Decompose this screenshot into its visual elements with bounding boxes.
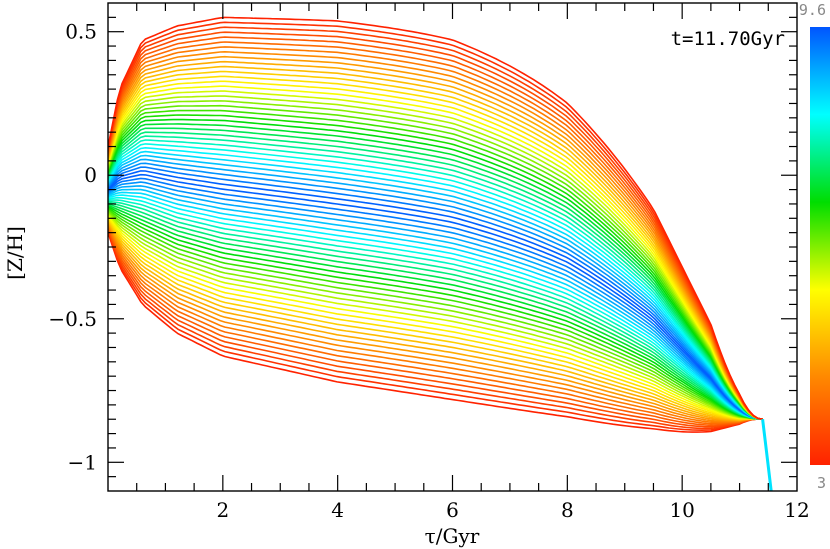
colorbar-max-label: 9.6	[799, 1, 826, 19]
track-line	[108, 26, 763, 420]
track-line	[108, 60, 763, 420]
track-line	[108, 104, 763, 420]
colorbar	[810, 27, 830, 465]
track-line	[108, 170, 763, 420]
track-line	[108, 194, 763, 420]
track-line	[108, 100, 763, 420]
track-line	[108, 200, 763, 420]
track-line	[108, 21, 763, 420]
track-line	[108, 46, 763, 420]
track-line	[108, 173, 763, 420]
track-line	[108, 207, 763, 420]
track-line	[108, 214, 763, 420]
track-line	[108, 205, 763, 420]
y-tick-label: −0.5	[48, 307, 97, 331]
track-line	[108, 224, 763, 424]
track-line	[108, 150, 763, 420]
track-line	[108, 228, 763, 428]
track-line	[108, 217, 763, 420]
track-line	[108, 95, 763, 420]
track-line	[108, 221, 763, 422]
track-line	[108, 201, 763, 420]
track-line	[108, 208, 763, 420]
track-line	[108, 139, 763, 420]
track-line	[108, 185, 763, 420]
track-line	[108, 41, 763, 420]
track-line	[108, 215, 763, 420]
track-line	[108, 203, 763, 420]
track-line	[108, 222, 763, 422]
track-line	[108, 229, 763, 430]
y-tick-label: −1	[68, 450, 97, 474]
track-line	[108, 227, 763, 427]
track-line	[108, 50, 763, 420]
track-line	[108, 70, 763, 420]
track-line	[108, 218, 763, 421]
track-lines	[108, 16, 773, 491]
track-line	[108, 223, 763, 423]
track-line	[108, 118, 763, 420]
track-line	[108, 232, 763, 433]
tick-labels: 2 4 6 8 10 12 0.5 0 −0.5 −1	[48, 20, 809, 522]
track-line	[108, 212, 763, 420]
track-line	[108, 16, 763, 420]
track-line	[108, 146, 763, 420]
track-line	[108, 204, 763, 420]
track-line	[108, 114, 763, 420]
track-line	[108, 181, 763, 420]
track-line	[108, 90, 763, 420]
y-tick-label: 0	[84, 163, 97, 187]
time-annotation: t=11.70Gyr	[671, 28, 785, 50]
track-line	[108, 209, 763, 420]
track-line	[108, 158, 763, 420]
track-line	[108, 131, 763, 420]
y-axis-title: [Z/H]	[3, 226, 27, 280]
track-line	[108, 80, 763, 420]
axis-ticks	[108, 3, 797, 491]
x-tick-label: 4	[331, 498, 344, 522]
track-line	[108, 231, 763, 432]
x-axis-title: τ/Gyr	[425, 524, 480, 548]
track-line	[108, 177, 763, 420]
track-line	[108, 162, 763, 420]
track-line	[108, 85, 763, 420]
x-tick-label: 10	[669, 498, 694, 522]
track-line	[108, 226, 763, 425]
track-line	[108, 191, 763, 420]
track-line	[108, 65, 763, 420]
track-line	[108, 135, 763, 420]
track-line	[108, 127, 763, 420]
track-line	[108, 55, 763, 420]
track-line	[108, 188, 763, 420]
x-tick-label: 6	[446, 498, 459, 522]
track-line	[108, 196, 763, 420]
track-line	[108, 199, 763, 420]
track-line	[108, 219, 763, 421]
track-line	[108, 123, 763, 420]
track-tail	[761, 419, 773, 491]
track-line	[108, 210, 763, 420]
track-line	[108, 213, 763, 420]
track-line	[108, 36, 763, 420]
x-tick-label: 2	[216, 498, 229, 522]
track-line	[108, 143, 763, 420]
x-tick-label: 12	[784, 498, 809, 522]
track-line	[108, 75, 763, 420]
colorbar-min-label: 3	[817, 474, 826, 492]
track-line	[108, 166, 763, 420]
track-line	[108, 109, 763, 420]
track-line	[108, 154, 763, 420]
x-tick-label: 8	[561, 498, 574, 522]
y-tick-label: 0.5	[65, 20, 97, 44]
track-line	[108, 31, 763, 420]
